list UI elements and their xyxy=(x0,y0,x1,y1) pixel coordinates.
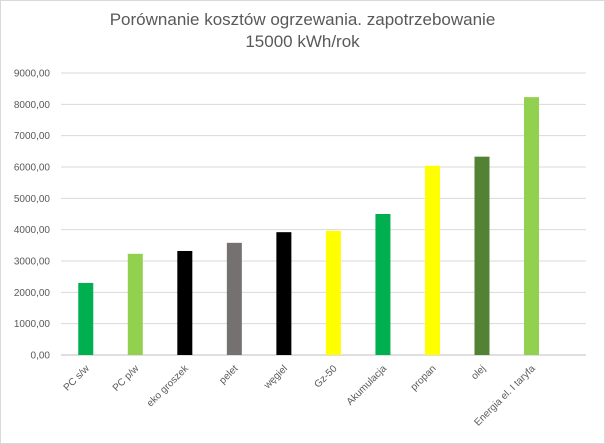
x-tick-label: pelet xyxy=(217,363,240,386)
y-tick-label: 8000,00 xyxy=(14,100,51,111)
bar xyxy=(127,253,143,355)
y-tick-label: 5000,00 xyxy=(14,194,51,205)
x-tick-label: PC s/w xyxy=(62,363,93,394)
chart-title-line-1: Porównanie kosztów ogrzewania. zapotrzeb… xyxy=(109,10,496,29)
y-tick-label: 0,00 xyxy=(31,351,51,362)
x-tick-label: eko groszek xyxy=(145,363,192,410)
y-tick-label: 6000,00 xyxy=(14,163,51,174)
chart-title-line-2: 15000 kWh/rok xyxy=(245,32,360,51)
bar xyxy=(474,156,490,355)
x-tick-label: węgiel xyxy=(261,363,290,392)
x-tick-label: Akumulacja xyxy=(345,363,390,408)
bar xyxy=(325,230,341,355)
bar xyxy=(78,282,94,355)
bar xyxy=(226,242,242,355)
x-tick-label: Gz-50 xyxy=(312,363,339,390)
y-tick-label: 9000,00 xyxy=(14,69,51,80)
bar xyxy=(375,214,391,355)
x-tick-label: olej xyxy=(469,363,488,382)
x-tick-label: PC p/w xyxy=(111,363,142,394)
bar xyxy=(424,165,440,355)
chart-title: Porównanie kosztów ogrzewania. zapotrzeb… xyxy=(1,9,604,53)
y-tick-label: 1000,00 xyxy=(14,319,51,330)
x-tick-label: propan xyxy=(409,363,439,393)
bar xyxy=(524,97,540,356)
y-tick-label: 4000,00 xyxy=(14,225,51,236)
y-tick-label: 2000,00 xyxy=(14,288,51,299)
y-tick-label: 7000,00 xyxy=(14,131,51,142)
y-tick-label: 3000,00 xyxy=(14,257,51,268)
bar xyxy=(276,232,292,355)
bar xyxy=(177,250,193,355)
